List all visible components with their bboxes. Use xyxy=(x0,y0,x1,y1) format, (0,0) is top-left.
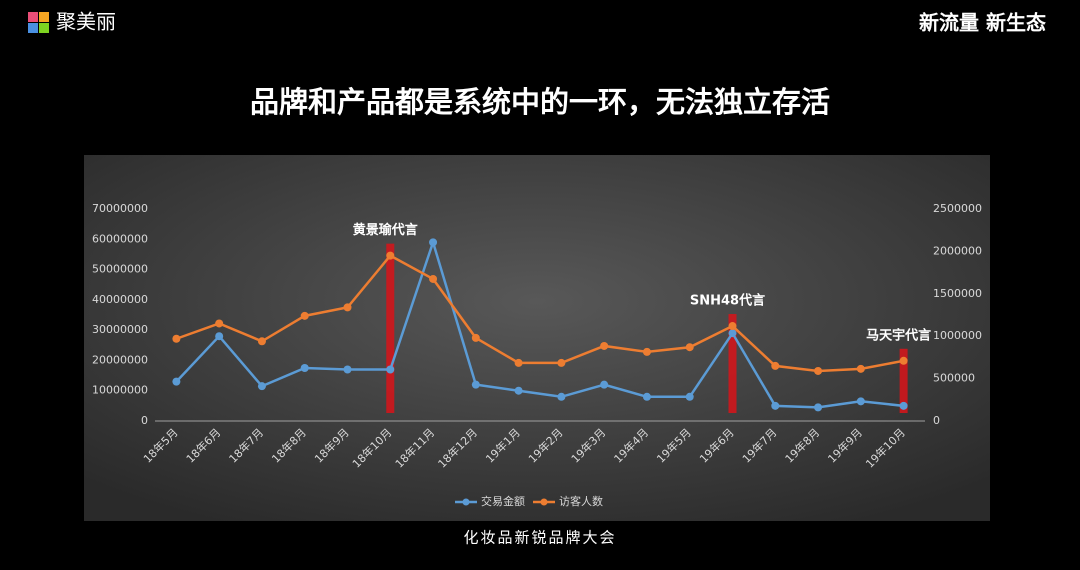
point xyxy=(386,251,395,260)
point xyxy=(429,274,438,283)
y-tick-label: 40000000 xyxy=(92,293,148,306)
annotation: 黄景瑜代言 xyxy=(353,222,418,238)
point xyxy=(557,392,566,401)
point xyxy=(728,322,737,331)
point xyxy=(685,392,694,401)
series-line xyxy=(175,254,904,373)
legend-marker xyxy=(540,498,548,506)
point xyxy=(814,403,823,412)
point xyxy=(685,343,694,352)
y2-tick-label: 0 xyxy=(933,414,940,427)
y-tick-label: 0 xyxy=(141,414,148,427)
logo-text: 聚美丽 xyxy=(56,10,116,34)
series-line xyxy=(175,238,904,409)
annotation-bar xyxy=(728,314,737,413)
y-tick-label: 20000000 xyxy=(92,353,148,366)
chart-panel xyxy=(84,155,990,521)
annotation: 马天宇代言 xyxy=(866,327,931,343)
point xyxy=(899,401,908,410)
point xyxy=(642,392,651,401)
point xyxy=(856,364,865,373)
annotation-bar xyxy=(386,243,395,413)
y2-tick-label: 2500000 xyxy=(933,202,982,215)
point xyxy=(557,358,566,367)
point xyxy=(471,380,480,389)
legend-label: 交易金额 xyxy=(481,494,525,508)
point xyxy=(300,311,309,320)
point xyxy=(814,366,823,375)
point xyxy=(386,365,395,374)
y-tick-label: 70000000 xyxy=(92,202,148,215)
legend-marker xyxy=(462,498,470,506)
annotation: SNH48代言 xyxy=(690,293,765,309)
point xyxy=(514,386,523,395)
point xyxy=(172,377,181,386)
legend-label: 访客人数 xyxy=(559,494,603,508)
point xyxy=(771,361,780,370)
footer: 化妆品新锐品牌大会 xyxy=(463,529,616,547)
y-tick-label: 30000000 xyxy=(92,323,148,336)
point xyxy=(600,380,609,389)
y-tick-label: 60000000 xyxy=(92,232,148,245)
point xyxy=(514,358,523,367)
point xyxy=(471,333,480,342)
point xyxy=(343,303,352,312)
slogan: 新流量 新生态 xyxy=(919,11,1046,35)
logo-icon xyxy=(28,12,49,33)
y2-tick-label: 1500000 xyxy=(933,287,982,300)
point xyxy=(215,319,224,328)
point xyxy=(600,341,609,350)
point xyxy=(172,334,181,343)
point xyxy=(728,329,737,338)
y-tick-label: 10000000 xyxy=(92,384,148,397)
point xyxy=(642,347,651,356)
y-tick-label: 50000000 xyxy=(92,263,148,276)
point xyxy=(771,401,780,410)
point xyxy=(856,397,865,406)
point xyxy=(257,337,266,346)
point xyxy=(300,364,309,372)
point xyxy=(899,356,908,365)
y2-tick-label: 2000000 xyxy=(933,244,982,257)
point xyxy=(343,365,352,374)
point xyxy=(429,238,438,247)
point xyxy=(215,332,224,341)
annotation-bar xyxy=(899,348,908,413)
chart-title: 品牌和产品都是系统中的一环，无法独立存活 xyxy=(250,85,830,119)
point xyxy=(257,382,266,391)
y2-tick-label: 1000000 xyxy=(933,329,982,342)
y2-tick-label: 500000 xyxy=(933,372,975,385)
